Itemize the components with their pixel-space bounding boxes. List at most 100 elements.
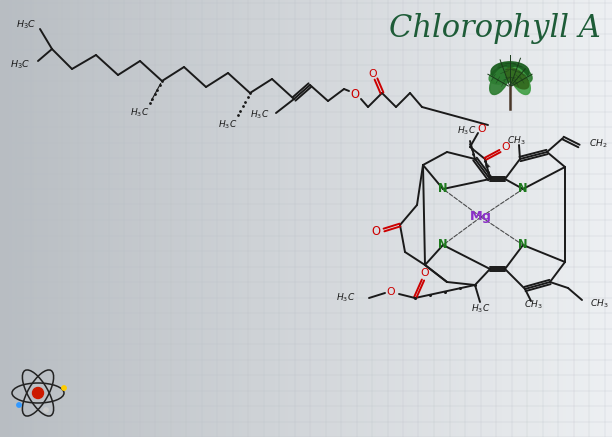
Bar xyxy=(187,0,190,437)
Text: Mg: Mg xyxy=(470,211,492,223)
Bar xyxy=(428,0,431,437)
Bar xyxy=(413,0,416,437)
Bar xyxy=(119,0,122,437)
Ellipse shape xyxy=(498,63,532,84)
Bar xyxy=(162,0,165,437)
Bar xyxy=(263,0,266,437)
Bar xyxy=(95,0,98,437)
Bar xyxy=(73,0,76,437)
Bar xyxy=(211,0,214,437)
Bar xyxy=(358,0,361,437)
Bar xyxy=(431,0,435,437)
Bar xyxy=(321,0,324,437)
Bar xyxy=(508,0,511,437)
Bar xyxy=(230,0,233,437)
Text: $H_3C$: $H_3C$ xyxy=(336,292,355,304)
Bar xyxy=(177,0,181,437)
Bar xyxy=(217,0,220,437)
Bar xyxy=(31,0,34,437)
Bar xyxy=(551,0,554,437)
Bar xyxy=(563,0,566,437)
Text: $CH_3$: $CH_3$ xyxy=(507,135,525,147)
Bar xyxy=(327,0,330,437)
Bar xyxy=(404,0,407,437)
Ellipse shape xyxy=(506,68,529,89)
Bar xyxy=(594,0,597,437)
Bar xyxy=(275,0,278,437)
Bar xyxy=(190,0,193,437)
Bar xyxy=(471,0,474,437)
Bar xyxy=(474,0,477,437)
Bar xyxy=(306,0,309,437)
Text: $H_3C$: $H_3C$ xyxy=(218,119,237,131)
Bar xyxy=(376,0,379,437)
Bar xyxy=(597,0,600,437)
Bar xyxy=(523,0,526,437)
Text: O: O xyxy=(371,225,381,239)
Bar xyxy=(156,0,159,437)
Bar xyxy=(600,0,603,437)
Bar xyxy=(242,0,245,437)
Bar xyxy=(386,0,389,437)
Bar xyxy=(24,0,28,437)
Bar xyxy=(223,0,226,437)
Bar xyxy=(300,0,303,437)
Text: N: N xyxy=(438,183,448,195)
Bar xyxy=(150,0,153,437)
Bar xyxy=(468,0,471,437)
Bar xyxy=(346,0,349,437)
Bar xyxy=(196,0,199,437)
Bar xyxy=(159,0,162,437)
Bar xyxy=(309,0,312,437)
Text: $H_3C$: $H_3C$ xyxy=(250,109,269,121)
Bar xyxy=(337,0,340,437)
Bar xyxy=(422,0,425,437)
Bar xyxy=(450,0,453,437)
Bar xyxy=(545,0,548,437)
Text: $H_3C$: $H_3C$ xyxy=(10,59,30,71)
Bar xyxy=(239,0,242,437)
Bar xyxy=(104,0,107,437)
Bar xyxy=(493,0,496,437)
Bar xyxy=(441,0,444,437)
Bar xyxy=(343,0,346,437)
Bar xyxy=(266,0,269,437)
Bar xyxy=(520,0,523,437)
Bar xyxy=(591,0,594,437)
Bar xyxy=(480,0,483,437)
Circle shape xyxy=(32,388,43,399)
Bar xyxy=(193,0,196,437)
Bar xyxy=(566,0,569,437)
Bar xyxy=(80,0,83,437)
Bar xyxy=(398,0,401,437)
Bar xyxy=(9,0,12,437)
Bar xyxy=(184,0,187,437)
Text: O: O xyxy=(351,89,359,101)
Bar xyxy=(171,0,174,437)
Bar xyxy=(606,0,609,437)
Bar xyxy=(110,0,113,437)
Bar xyxy=(459,0,462,437)
Bar xyxy=(21,0,24,437)
Bar xyxy=(202,0,205,437)
Bar xyxy=(18,0,21,437)
Ellipse shape xyxy=(510,67,531,94)
Bar xyxy=(410,0,413,437)
Bar xyxy=(456,0,459,437)
Text: $H_3C$: $H_3C$ xyxy=(130,107,150,119)
Bar xyxy=(55,0,58,437)
Bar xyxy=(147,0,150,437)
Text: $H_3C$: $H_3C$ xyxy=(471,303,491,315)
Bar xyxy=(526,0,529,437)
Bar xyxy=(496,0,499,437)
Bar xyxy=(557,0,560,437)
Bar xyxy=(226,0,230,437)
Bar xyxy=(588,0,591,437)
Bar xyxy=(220,0,223,437)
Text: $H_3C$: $H_3C$ xyxy=(16,19,36,31)
Bar xyxy=(49,0,52,437)
Bar xyxy=(352,0,355,437)
Text: O: O xyxy=(502,142,510,152)
Bar xyxy=(487,0,490,437)
Bar xyxy=(12,0,15,437)
